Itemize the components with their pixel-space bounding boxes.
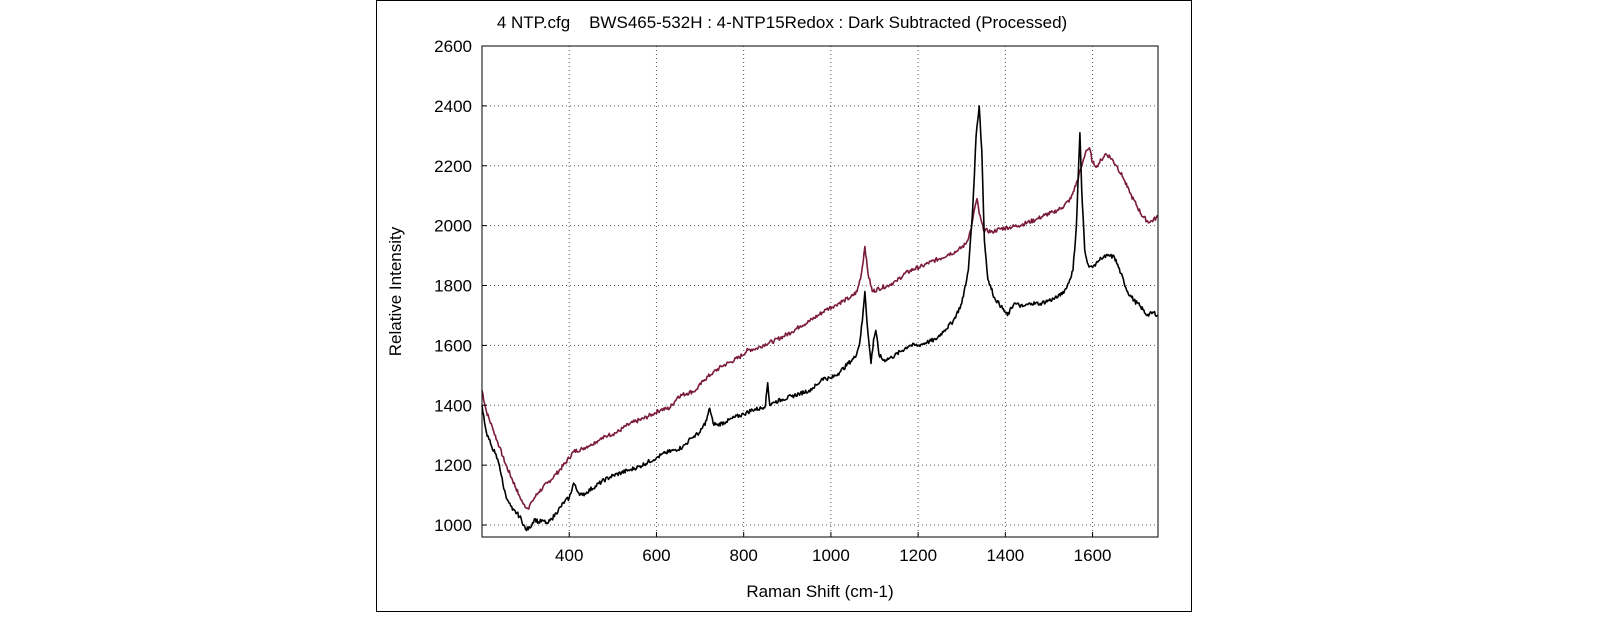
plot-area-border	[481, 45, 1159, 538]
x-tick-label: 1000	[812, 546, 850, 565]
chart-title: 4 NTP.cfg BWS465-532H : 4-NTP15Redox : D…	[497, 13, 1067, 32]
x-tick-label: 400	[555, 546, 583, 565]
raman-spectrum-chart: 4 NTP.cfg BWS465-532H : 4-NTP15Redox : D…	[386, 13, 1159, 601]
y-tick-label: 1000	[434, 516, 472, 535]
x-tick-label: 1200	[899, 546, 937, 565]
x-axis-label: Raman Shift (cm-1)	[746, 582, 893, 601]
y-tick-label: 2600	[434, 37, 472, 56]
y-tick-label: 2000	[434, 217, 472, 236]
y-tick-label: 1800	[434, 277, 472, 296]
chart-frame: 4 NTP.cfg BWS465-532H : 4-NTP15Redox : D…	[376, 0, 1192, 612]
grid-lines	[482, 46, 1158, 537]
y-tick-label: 2400	[434, 97, 472, 116]
series-lines	[481, 105, 1159, 532]
y-tick-label: 1600	[434, 336, 472, 355]
x-tick-label: 1600	[1074, 546, 1112, 565]
x-tick-label: 800	[729, 546, 757, 565]
axis-ticks: 400 600 800 1000 1200 1400 1600 1000 1200 1400 160…	[434, 37, 1111, 565]
x-tick-label: 600	[642, 546, 670, 565]
series-line-1	[481, 147, 1159, 510]
y-tick-label: 1400	[434, 396, 472, 415]
x-tick-label: 1400	[986, 546, 1024, 565]
y-tick-label: 1200	[434, 456, 472, 475]
y-tick-label: 2200	[434, 157, 472, 176]
series-line-2	[481, 105, 1159, 532]
y-axis-label: Relative Intensity	[386, 226, 405, 356]
